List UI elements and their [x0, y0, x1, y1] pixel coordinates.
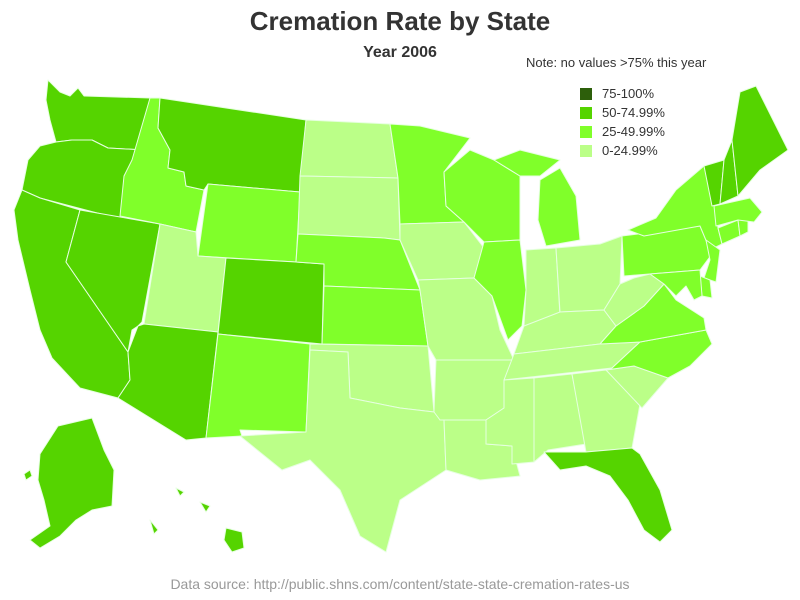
state-IL — [473, 239, 527, 341]
legend-label: 75-100% — [602, 86, 655, 101]
state-PA — [621, 225, 713, 277]
state-AK — [23, 417, 159, 549]
legend-item: 75-100% — [580, 84, 665, 103]
state-WY — [197, 183, 301, 263]
data-source: Data source: http://public.shns.com/cont… — [170, 576, 630, 592]
state-NM — [205, 333, 311, 439]
map-subtitle: Year 2006 — [363, 44, 437, 61]
state-WA — [45, 79, 151, 151]
state-MD — [649, 269, 703, 301]
legend-item: 0-24.99% — [580, 141, 665, 160]
legend-item: 25-49.99% — [580, 122, 665, 141]
legend-label: 25-49.99% — [602, 124, 665, 139]
legend-swatch — [580, 125, 592, 138]
map-note: Note: no values >75% this year — [526, 55, 707, 70]
state-KS — [321, 285, 429, 347]
state-GA — [571, 369, 641, 453]
legend-swatch — [580, 106, 592, 119]
legend-item: 50-74.99% — [580, 103, 665, 122]
state-FL — [543, 447, 673, 543]
legend-label: 0-24.99% — [602, 143, 658, 158]
state-MA — [713, 197, 763, 227]
legend-swatch — [580, 144, 592, 157]
map-title: Cremation Rate by State — [249, 6, 551, 36]
state-ND — [299, 119, 399, 179]
state-TX — [239, 349, 447, 553]
state-AZ — [117, 323, 219, 441]
legend-swatch — [580, 87, 592, 100]
state-SD — [297, 175, 401, 241]
state-CO — [217, 257, 325, 345]
state-HI — [175, 487, 245, 553]
state-ME — [731, 85, 789, 197]
legend: 75-100% 50-74.99% 25-49.99% 0-24.99% — [580, 84, 665, 160]
state-AL — [533, 373, 587, 463]
state-MI — [493, 149, 581, 247]
legend-label: 50-74.99% — [602, 105, 665, 120]
